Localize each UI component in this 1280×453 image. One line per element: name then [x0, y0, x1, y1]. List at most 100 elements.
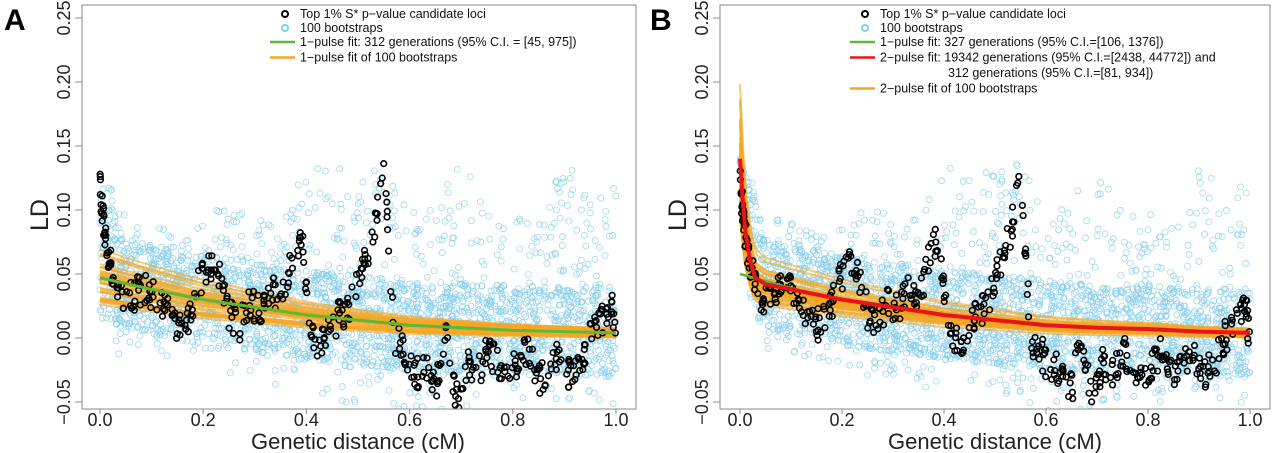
bootstrap-point — [1163, 238, 1170, 246]
bootstrap-point — [772, 305, 780, 313]
bootstrap-point — [282, 213, 290, 221]
candidate-locus-point — [352, 293, 360, 301]
bootstrap-point — [351, 355, 359, 363]
bootstrap-point — [406, 389, 414, 397]
plot-area — [96, 160, 620, 417]
bootstrap-point — [982, 253, 990, 261]
bootstrap-point — [903, 327, 910, 335]
bootstrap-point — [556, 188, 563, 196]
bootstrap-point — [1010, 257, 1018, 264]
bootstrap-point — [547, 233, 555, 241]
bootstrap-point — [1079, 382, 1087, 389]
bootstrap-point — [583, 219, 591, 227]
bootstrap-point — [876, 337, 884, 345]
bootstrap-point — [167, 326, 175, 334]
candidate-locus-point — [603, 303, 612, 312]
bootstrap-point — [450, 222, 458, 230]
candidate-locus-point — [284, 283, 292, 291]
bootstrap-point — [557, 180, 565, 187]
bootstrap-point — [423, 273, 431, 281]
bootstrap-point — [474, 297, 482, 305]
bootstrap-point — [979, 208, 987, 216]
bootstrap-point — [239, 258, 247, 266]
bootstrap-point — [144, 318, 152, 325]
bootstrap-point — [597, 369, 605, 377]
bootstrap-point — [526, 288, 534, 296]
bootstrap-point — [1242, 260, 1250, 267]
candidate-locus-point — [524, 335, 532, 343]
bootstrap-point — [508, 297, 516, 305]
bootstrap-point — [827, 250, 835, 258]
bootstrap-point — [962, 203, 969, 210]
bootstrap-point — [1147, 270, 1155, 278]
bootstrap-point — [1050, 283, 1058, 291]
bootstrap-point — [781, 242, 789, 250]
candidate-locus-point — [597, 305, 605, 313]
bootstrap-point — [229, 266, 236, 274]
candidate-locus-point — [383, 226, 392, 234]
bootstrap-point — [530, 292, 537, 299]
plot-area — [736, 84, 1254, 409]
bootstrap-point — [473, 237, 481, 244]
bootstrap-point — [265, 221, 273, 229]
bootstrap-point — [563, 312, 570, 319]
bootstrap-point — [389, 182, 397, 190]
bootstrap-point — [555, 315, 563, 323]
bootstrap-point — [390, 399, 398, 407]
bootstrap-point — [604, 346, 612, 354]
bootstrap-point — [1145, 307, 1152, 314]
bootstrap-point — [163, 325, 171, 332]
bootstrap-point — [128, 317, 136, 325]
bootstrap-point — [115, 315, 123, 322]
bootstrap-point — [324, 193, 332, 201]
bootstrap-point — [507, 378, 515, 386]
bootstrap-point — [294, 181, 302, 189]
bootstrap-point — [428, 411, 434, 417]
bootstrap-point — [529, 298, 536, 306]
bootstrap-point — [227, 336, 235, 343]
bootstrap-point — [596, 244, 603, 251]
candidate-locus-point — [514, 365, 523, 373]
bootstrap-point — [445, 214, 453, 222]
bootstrap-point — [322, 195, 330, 203]
bootstrap-point — [374, 359, 382, 367]
bootstrap-point — [591, 255, 599, 263]
bootstrap-point — [223, 221, 231, 228]
bootstrap-point — [946, 263, 954, 271]
candidate-locus-point — [344, 294, 352, 302]
bootstrap-point — [120, 248, 128, 256]
bootstrap-point — [856, 332, 864, 340]
bootstrap-point — [522, 313, 530, 321]
bootstrap-point — [783, 255, 791, 263]
bootstrap-point — [390, 256, 398, 263]
bootstrap-point — [111, 217, 119, 225]
bootstrap-point — [579, 308, 586, 316]
bootstrap-point — [283, 351, 291, 359]
y-tick-label: −0.05 — [54, 379, 74, 425]
bootstrap-point — [436, 308, 444, 316]
bootstrap-point — [291, 331, 299, 338]
bootstrap-point — [340, 336, 348, 344]
bootstrap-point — [350, 339, 358, 347]
bootstrap-point — [824, 255, 832, 263]
bootstrap-point — [1066, 335, 1073, 342]
bootstrap-point — [895, 342, 903, 349]
bootstrap-point — [350, 214, 358, 221]
candidate-locus-point — [102, 224, 110, 232]
bootstrap-point — [212, 324, 219, 332]
bootstrap-point — [485, 314, 493, 322]
bootstrap-point — [192, 330, 200, 338]
x-tick-label: 0.8 — [500, 410, 525, 430]
bootstrap-point — [1102, 338, 1110, 346]
bootstrap-point — [887, 366, 894, 374]
bootstrap-point — [545, 295, 553, 303]
candidate-locus-point — [383, 213, 391, 221]
bootstrap-point — [440, 309, 448, 317]
bootstrap-point — [914, 257, 922, 264]
bootstrap-point — [151, 318, 159, 326]
bootstrap-point — [1198, 382, 1206, 390]
bootstrap-point — [876, 277, 884, 285]
candidate-locus-point — [288, 254, 296, 262]
bootstrap-point — [438, 405, 446, 409]
bootstrap-point — [419, 260, 427, 268]
